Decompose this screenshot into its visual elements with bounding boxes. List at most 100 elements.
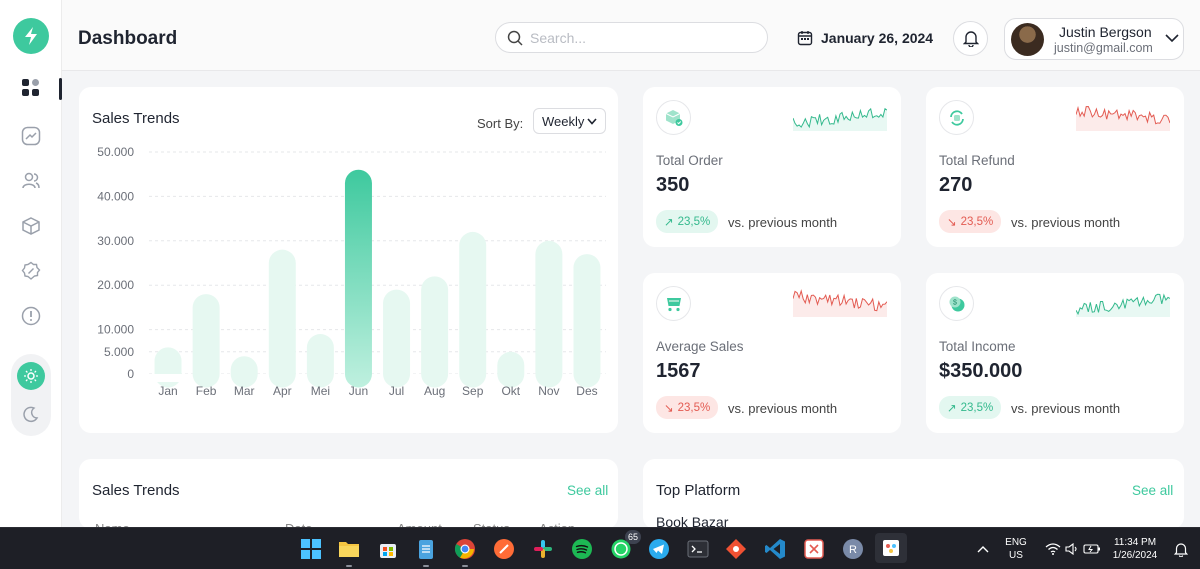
language-indicator[interactable]: ENG US [1000, 536, 1032, 562]
bar-jul[interactable] [383, 289, 411, 388]
vscode-icon [765, 539, 785, 559]
bar-mei[interactable] [306, 334, 334, 388]
vscode-app[interactable] [762, 536, 788, 562]
y-tick-label: 0 [127, 367, 134, 381]
sidebar-item-users[interactable] [19, 169, 43, 193]
terminal-icon [687, 540, 709, 558]
app-logo[interactable] [13, 18, 49, 54]
sidebar-item-dashboard[interactable] [19, 76, 43, 100]
bar-feb[interactable] [192, 294, 220, 388]
whatsapp-app[interactable]: 65 [608, 530, 642, 562]
date-display[interactable]: January 26, 2024 [797, 30, 933, 46]
notification-center[interactable] [1168, 536, 1194, 562]
alert-icon [21, 306, 41, 326]
sidebar-item-analytics[interactable] [19, 124, 43, 148]
spotify-icon [572, 539, 592, 559]
stat-icon-wrap: $ [939, 286, 974, 321]
clock-date: 1/26/2024 [1112, 550, 1158, 561]
volume-status[interactable] [1059, 536, 1085, 562]
slack-icon [534, 540, 552, 558]
sourcetree-app[interactable] [723, 536, 749, 562]
x-tick-label: Jul [389, 384, 404, 398]
svg-text:R: R [849, 544, 857, 556]
xcode-style-app[interactable] [801, 536, 827, 562]
windows-icon [301, 539, 321, 559]
bell-icon [1174, 542, 1188, 557]
system-clock[interactable]: 11:34 PM 1/26/2024 [1102, 536, 1168, 562]
stat-value: $350.000 [939, 360, 1023, 382]
stat-value: 350 [656, 174, 690, 196]
trend-change: 23,5% [677, 401, 711, 414]
see-all-link[interactable]: See all [567, 483, 609, 498]
postman-app[interactable] [491, 536, 517, 562]
bar-mar[interactable] [230, 356, 258, 388]
store-app[interactable] [375, 536, 401, 562]
chrome-app[interactable] [452, 536, 478, 567]
x-tick-label: Aug [424, 384, 445, 398]
see-all-link[interactable]: See all [1132, 483, 1174, 498]
trend-chart-icon [21, 126, 41, 146]
stat-compare: vs. previous month [1011, 401, 1121, 416]
bar-apr[interactable] [268, 249, 296, 388]
dark-mode-button[interactable] [17, 400, 45, 428]
chevron-down-icon [587, 117, 597, 125]
running-indicator [462, 565, 468, 567]
bar-sep[interactable] [459, 231, 487, 388]
platform-item-name: Book Bazar [656, 514, 729, 530]
code-app-icon [804, 539, 824, 559]
file-explorer-app[interactable] [336, 536, 362, 567]
notepad-app[interactable] [413, 536, 439, 567]
stat-label: Total Income [939, 339, 1016, 354]
speaker-icon [1065, 543, 1077, 555]
top-platform-card: Top Platform See all Book Bazar [643, 459, 1184, 530]
bar-aug[interactable] [421, 276, 449, 388]
sparkline-line [793, 289, 887, 312]
trend-badge: ↗ 23,5% [939, 396, 1002, 419]
search-input[interactable] [530, 28, 755, 48]
sparkline-area [1076, 294, 1170, 317]
y-tick-label: 50.000 [97, 145, 134, 159]
top-platform-title: Top Platform [656, 482, 741, 499]
x-tick-label: Sep [462, 384, 484, 398]
paint-app-active[interactable] [875, 533, 907, 563]
bar-okt[interactable] [497, 351, 525, 388]
bar-nov[interactable] [535, 240, 563, 388]
bar-des[interactable] [573, 254, 601, 388]
user-profile-menu[interactable]: Justin Bergson justin@gmail.com [1004, 18, 1184, 60]
sidebar-item-products[interactable] [19, 214, 43, 238]
slack-app[interactable] [530, 536, 556, 562]
trend-badge: ↘ 23,5% [939, 210, 1002, 233]
r-app[interactable]: R [840, 536, 866, 562]
x-tick-label: Okt [501, 384, 520, 398]
terminal-app[interactable] [685, 536, 711, 562]
sidebar-item-alerts[interactable] [19, 304, 43, 328]
sparkline-line [793, 107, 887, 129]
sales-table-card: Sales Trends See all Name Date Amount St… [79, 459, 618, 536]
folder-icon [339, 542, 359, 557]
wifi-status[interactable] [1040, 536, 1066, 562]
chevron-down-icon [1165, 34, 1179, 43]
battery-status[interactable] [1079, 536, 1105, 562]
sales-table-title: Sales Trends [92, 482, 180, 499]
coin-icon: $ [949, 296, 964, 311]
y-tick-label: 20.000 [97, 278, 134, 292]
sparkline-area [793, 108, 887, 131]
telegram-app[interactable] [646, 536, 672, 562]
running-indicator [346, 565, 352, 567]
notifications-button[interactable] [953, 21, 988, 56]
sidebar-item-discounts[interactable] [19, 259, 43, 283]
top-header: Dashboard January 26, 2024 Justin Bergso… [62, 0, 1200, 71]
sparkline-area [1076, 106, 1170, 131]
y-tick-label: 30.000 [97, 234, 134, 248]
start-button[interactable] [298, 536, 324, 562]
users-icon [22, 172, 40, 189]
show-hidden-icons[interactable] [970, 536, 996, 562]
sort-select[interactable]: Weekly [533, 108, 606, 134]
running-indicator [423, 565, 429, 567]
light-mode-button[interactable] [17, 362, 45, 390]
grid-icon [22, 79, 39, 96]
rocket-icon [494, 539, 514, 559]
bar-jun[interactable] [344, 169, 372, 388]
clock-time: 11:34 PM [1113, 537, 1157, 548]
spotify-app[interactable] [569, 536, 595, 562]
